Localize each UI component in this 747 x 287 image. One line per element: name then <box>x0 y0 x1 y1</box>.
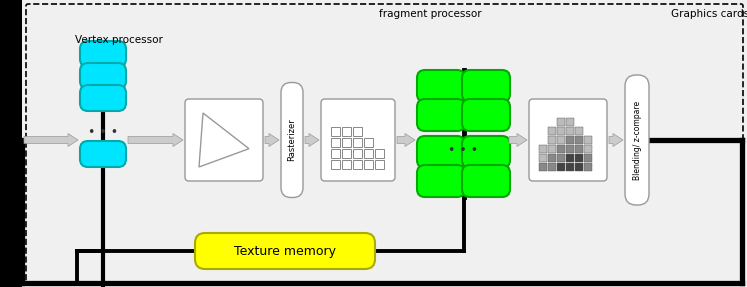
FancyBboxPatch shape <box>417 99 465 131</box>
Text: • • •: • • • <box>448 144 479 156</box>
Bar <box>557 154 565 162</box>
FancyBboxPatch shape <box>529 99 607 181</box>
Bar <box>575 154 583 162</box>
Bar <box>557 127 565 135</box>
Text: Vertex processor: Vertex processor <box>75 35 163 45</box>
FancyBboxPatch shape <box>80 141 126 167</box>
Bar <box>566 136 574 144</box>
Text: fragment processor: fragment processor <box>379 9 481 19</box>
Bar <box>575 163 583 171</box>
Bar <box>539 145 547 153</box>
FancyBboxPatch shape <box>80 41 126 67</box>
Bar <box>364 138 373 147</box>
Bar <box>557 136 565 144</box>
Bar <box>0 0 22 287</box>
Bar <box>584 136 592 144</box>
Bar <box>353 149 362 158</box>
FancyBboxPatch shape <box>462 165 510 197</box>
Bar <box>575 127 583 135</box>
Bar <box>557 163 565 171</box>
FancyArrow shape <box>265 133 279 146</box>
Bar <box>584 145 592 153</box>
Text: Blending/ z-compare: Blending/ z-compare <box>633 100 642 180</box>
FancyBboxPatch shape <box>462 99 510 131</box>
FancyBboxPatch shape <box>321 99 395 181</box>
Bar <box>566 127 574 135</box>
Bar <box>539 154 547 162</box>
FancyBboxPatch shape <box>462 136 510 168</box>
FancyArrow shape <box>305 133 319 146</box>
Text: Rasterizer: Rasterizer <box>288 119 297 161</box>
Bar <box>548 127 556 135</box>
FancyArrow shape <box>24 133 78 146</box>
Bar <box>353 138 362 147</box>
Bar <box>364 160 373 169</box>
Bar <box>548 136 556 144</box>
FancyBboxPatch shape <box>281 82 303 197</box>
Text: Graphics cards: Graphics cards <box>671 9 747 19</box>
FancyBboxPatch shape <box>185 99 263 181</box>
Bar <box>548 163 556 171</box>
Bar <box>566 145 574 153</box>
Bar <box>353 160 362 169</box>
Bar <box>575 136 583 144</box>
Bar <box>331 127 340 136</box>
Bar <box>331 149 340 158</box>
FancyBboxPatch shape <box>417 165 465 197</box>
Bar <box>342 149 351 158</box>
FancyBboxPatch shape <box>625 75 649 205</box>
FancyBboxPatch shape <box>417 136 465 168</box>
Bar <box>331 160 340 169</box>
Bar <box>375 149 384 158</box>
Bar <box>353 127 362 136</box>
Bar <box>342 138 351 147</box>
FancyBboxPatch shape <box>417 70 465 102</box>
Bar <box>342 160 351 169</box>
Bar <box>557 145 565 153</box>
FancyArrow shape <box>128 133 183 146</box>
Bar <box>557 118 565 126</box>
Bar <box>342 127 351 136</box>
Text: Texture memory: Texture memory <box>234 245 336 257</box>
FancyArrow shape <box>509 133 527 146</box>
FancyBboxPatch shape <box>462 70 510 102</box>
FancyBboxPatch shape <box>80 85 126 111</box>
Bar <box>539 163 547 171</box>
Bar <box>566 118 574 126</box>
FancyArrow shape <box>609 133 623 146</box>
Bar <box>566 154 574 162</box>
Bar <box>584 154 592 162</box>
Bar <box>548 154 556 162</box>
Bar <box>575 145 583 153</box>
FancyArrow shape <box>397 133 415 146</box>
FancyBboxPatch shape <box>195 233 375 269</box>
FancyBboxPatch shape <box>80 63 126 89</box>
Bar <box>584 163 592 171</box>
Bar <box>331 138 340 147</box>
Bar <box>375 160 384 169</box>
Bar <box>364 149 373 158</box>
Bar <box>566 163 574 171</box>
Bar <box>548 145 556 153</box>
Text: • • •: • • • <box>88 125 118 139</box>
